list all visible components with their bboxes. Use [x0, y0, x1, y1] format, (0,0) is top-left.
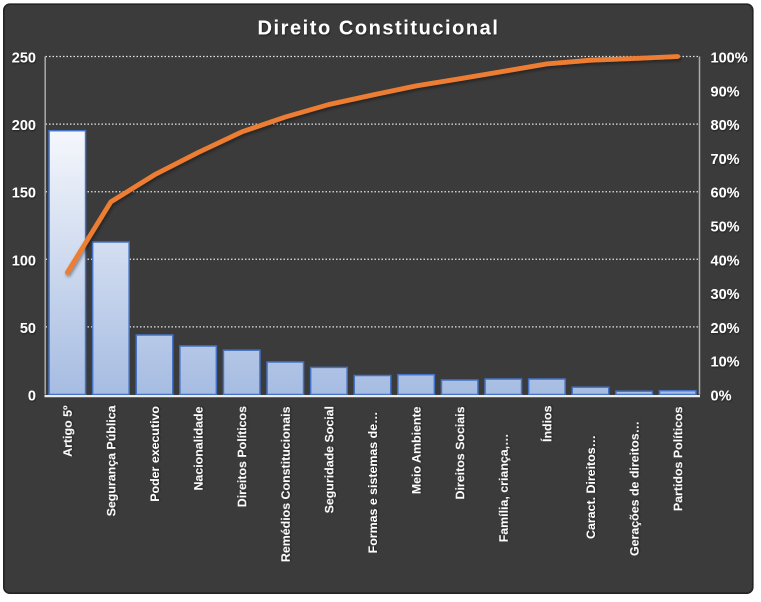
svg-text:Poder executivo: Poder executivo — [148, 406, 162, 502]
svg-text:Meio Ambiente: Meio Ambiente — [410, 406, 424, 494]
svg-text:50%: 50% — [711, 220, 740, 236]
svg-text:100: 100 — [12, 253, 36, 269]
svg-text:50: 50 — [20, 321, 36, 337]
svg-text:Caract. Direitos…: Caract. Direitos… — [584, 435, 598, 539]
svg-text:Remédios Constitucionais: Remédios Constitucionais — [279, 406, 293, 562]
svg-text:Índios: Índios — [539, 405, 554, 442]
svg-text:60%: 60% — [711, 186, 740, 202]
svg-text:Direitos Políticos: Direitos Políticos — [235, 406, 249, 507]
svg-text:100%: 100% — [711, 51, 748, 67]
svg-text:30%: 30% — [711, 287, 740, 303]
svg-text:Partidos Políticos: Partidos Políticos — [671, 406, 685, 511]
svg-text:Direito Constitucional: Direito Constitucional — [258, 18, 500, 40]
svg-text:Gerações de direitos…: Gerações de direitos… — [628, 421, 642, 556]
svg-text:20%: 20% — [711, 321, 740, 337]
svg-text:Direitos Sociais: Direitos Sociais — [453, 406, 467, 499]
svg-text:Segurança Pública: Segurança Pública — [104, 405, 118, 516]
svg-text:Nacionalidade: Nacionalidade — [192, 406, 206, 490]
svg-text:Seguridade Social: Seguridade Social — [322, 406, 336, 513]
svg-text:10%: 10% — [711, 355, 740, 371]
svg-text:150: 150 — [12, 186, 36, 202]
svg-text:Formas e sistemas de…: Formas e sistemas de… — [366, 412, 380, 554]
svg-text:90%: 90% — [711, 84, 740, 100]
svg-text:250: 250 — [12, 51, 36, 67]
svg-text:Família, criança,…: Família, criança,… — [497, 434, 511, 543]
svg-text:70%: 70% — [711, 152, 740, 168]
svg-text:40%: 40% — [711, 253, 740, 269]
svg-text:Artigo 5º: Artigo 5º — [61, 405, 75, 457]
svg-text:80%: 80% — [711, 118, 740, 134]
svg-text:200: 200 — [12, 118, 36, 134]
svg-text:0: 0 — [28, 389, 36, 405]
svg-text:0%: 0% — [711, 389, 732, 405]
